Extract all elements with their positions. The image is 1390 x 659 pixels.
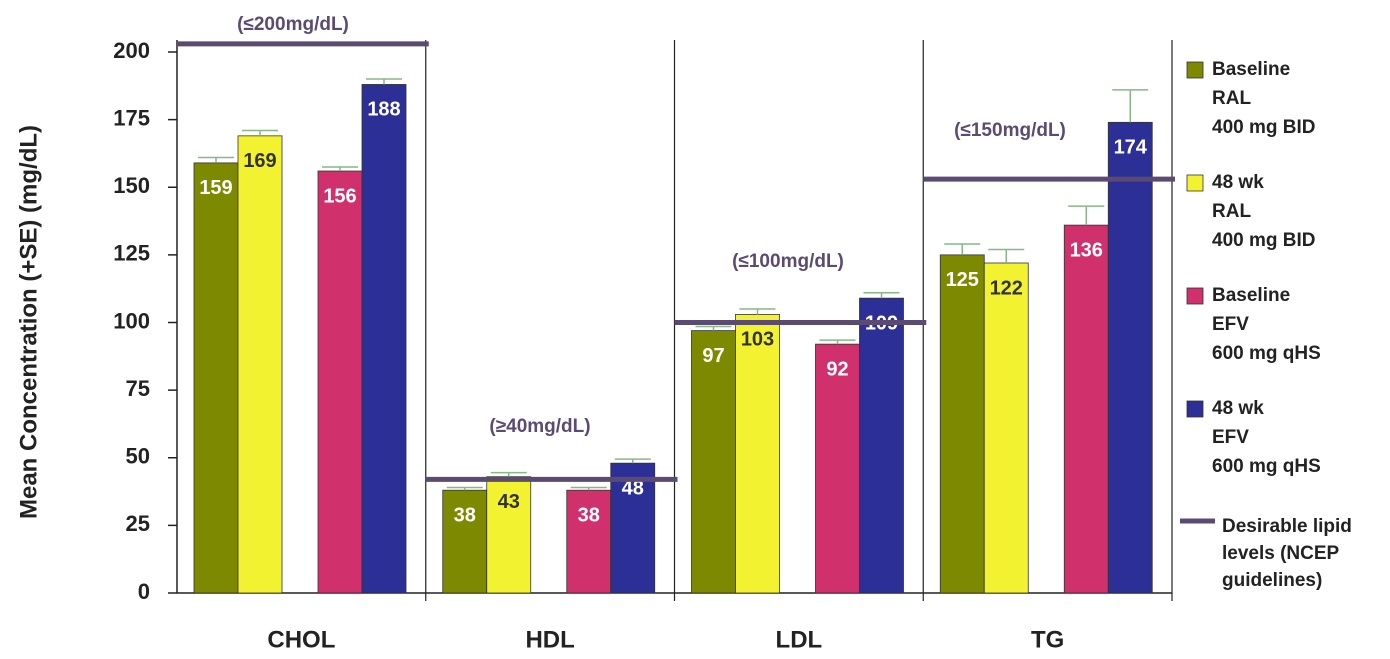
y-tick-label: 175 bbox=[113, 105, 150, 130]
bar bbox=[983, 262, 1029, 594]
legend-label: Baseline EFV 600 mg qHS bbox=[1212, 285, 1321, 364]
x-tick-label: HDL bbox=[525, 626, 574, 653]
legend-swatch bbox=[1186, 61, 1204, 79]
value-label: 103 bbox=[741, 329, 774, 351]
bar bbox=[1107, 121, 1153, 594]
bar bbox=[939, 254, 985, 594]
legend-label: Baseline RAL 400 mg BID bbox=[1212, 59, 1315, 138]
y-tick-label: 75 bbox=[126, 376, 150, 401]
value-label: 38 bbox=[454, 504, 476, 526]
value-label: 122 bbox=[990, 277, 1023, 299]
value-label: 188 bbox=[367, 99, 400, 121]
value-label: 125 bbox=[946, 269, 979, 291]
value-label: 159 bbox=[199, 177, 232, 199]
bar bbox=[442, 489, 488, 594]
bar bbox=[735, 313, 780, 594]
bar bbox=[691, 330, 736, 594]
bar bbox=[237, 135, 283, 594]
bar bbox=[566, 489, 612, 594]
value-label: 169 bbox=[243, 150, 276, 172]
bar bbox=[361, 84, 407, 594]
bar bbox=[486, 476, 532, 594]
y-tick-label: 100 bbox=[113, 308, 150, 333]
y-tick-label: 125 bbox=[113, 241, 150, 266]
value-label: 97 bbox=[702, 345, 724, 367]
y-tick-label: 150 bbox=[113, 173, 150, 198]
x-tick-label: LDL bbox=[776, 626, 823, 653]
x-tick-label: TG bbox=[1031, 626, 1064, 653]
bar bbox=[859, 297, 904, 594]
desirable-label: (≤150mg/dL) bbox=[954, 120, 1066, 141]
value-label: 156 bbox=[323, 185, 356, 207]
desirable-label: (≤200mg/dL) bbox=[237, 14, 349, 35]
legend-label: 48 wk RAL 400 mg BID bbox=[1212, 172, 1315, 251]
y-tick-label: 200 bbox=[113, 38, 150, 63]
y-axis-title: Mean Concentration (+SE) (mg/dL) bbox=[15, 125, 42, 519]
legend-swatch bbox=[1186, 400, 1204, 418]
bar bbox=[317, 170, 363, 594]
value-label: 92 bbox=[826, 358, 848, 380]
value-label: 48 bbox=[622, 477, 644, 499]
desirable-label: (≥40mg/dL) bbox=[489, 416, 590, 437]
desirable-label: (≤100mg/dL) bbox=[732, 251, 844, 272]
y-tick-label: 50 bbox=[126, 444, 150, 469]
y-tick-label: 0 bbox=[138, 579, 150, 604]
value-label: 38 bbox=[578, 504, 600, 526]
x-tick-label: CHOL bbox=[267, 626, 335, 653]
value-label: 174 bbox=[1114, 137, 1148, 159]
y-tick-label: 25 bbox=[126, 511, 150, 536]
value-label: 43 bbox=[498, 491, 520, 513]
legend-swatch bbox=[1186, 174, 1204, 192]
bar bbox=[815, 343, 860, 594]
legend-label: Desirable lipid levels (NCEP guidelines) bbox=[1222, 516, 1352, 591]
value-label: 136 bbox=[1070, 239, 1103, 261]
bar bbox=[193, 162, 239, 594]
legend-label: 48 wk EFV 600 mg qHS bbox=[1212, 398, 1321, 477]
bar bbox=[1063, 224, 1109, 594]
legend-swatch bbox=[1186, 287, 1204, 305]
